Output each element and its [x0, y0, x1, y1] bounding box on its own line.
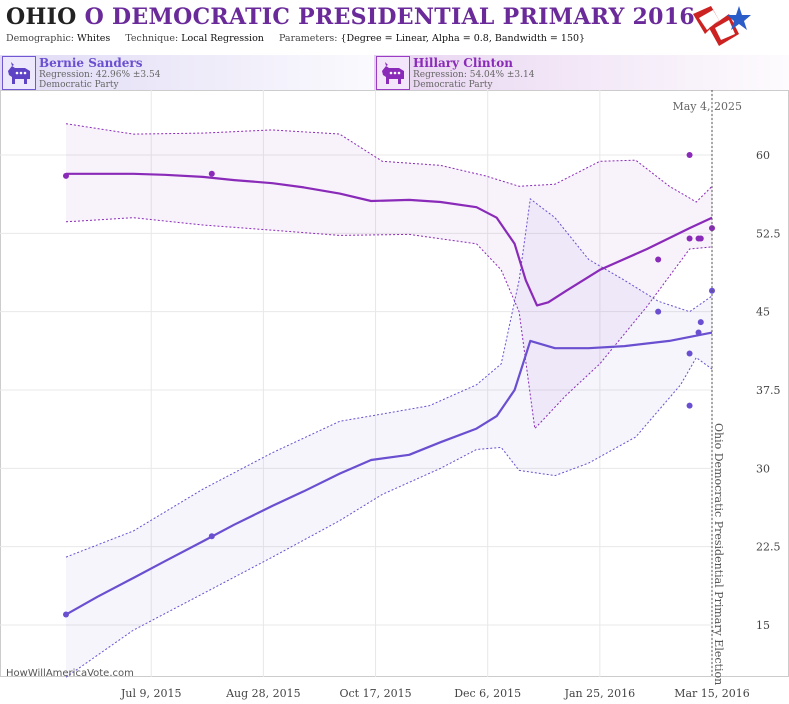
x-tick-label: Oct 17, 2015 [339, 687, 411, 700]
poll-point [686, 152, 693, 158]
chart-parameters: Demographic: Whites Technique: Local Reg… [6, 33, 669, 44]
candidate-party: Democratic Party [413, 80, 493, 90]
poll-point [655, 256, 662, 263]
election-day-label: Ohio Democratic Presidential Primary Ele… [712, 423, 725, 685]
y-tick-label: 45 [756, 306, 770, 319]
parameters-value: {Degree = Linear, Alpha = 0.8, Bandwidth… [340, 33, 586, 44]
y-tick-label: 15 [756, 619, 770, 632]
x-tick-label: Mar 15, 2016 [674, 687, 750, 700]
y-tick-label: 37.5 [756, 384, 781, 397]
race-title: O DEMOCRATIC PRESIDENTIAL PRIMARY 2016 [84, 4, 695, 30]
candidate-name[interactable]: Bernie Sanders [39, 56, 143, 70]
technique-value: Local Regression [181, 33, 264, 44]
lower-bound-line [65, 217, 713, 430]
chart-header: OHIO O DEMOCRATIC PRESIDENTIAL PRIMARY 2… [6, 4, 695, 44]
parameters-label: Parameters: [278, 33, 338, 44]
x-tick-label: Dec 6, 2015 [454, 687, 521, 700]
candidate-party: Democratic Party [39, 80, 119, 90]
confidence-band [66, 198, 712, 678]
x-tick-label: Jan 25, 2016 [564, 687, 636, 700]
poll-point [709, 225, 715, 232]
poll-point [686, 350, 693, 357]
demographic-value: Whites [77, 33, 111, 44]
y-tick-label: 22.5 [756, 541, 781, 554]
regression-line [66, 172, 713, 307]
poll-point [686, 235, 693, 242]
x-tick-label: Jul 9, 2015 [120, 687, 182, 700]
y-tick-label: 52.5 [756, 227, 781, 240]
regression-line [65, 331, 713, 616]
technique-label: Technique: [125, 33, 179, 44]
candidate-name[interactable]: Hillary Clinton [413, 56, 513, 70]
poll-point [63, 172, 69, 179]
poll-point [208, 533, 215, 540]
poll-point [697, 319, 704, 326]
watermark[interactable]: HowWillAmericaVote.com [6, 668, 134, 679]
poll-point [655, 308, 662, 315]
poll-point [695, 329, 702, 336]
today-label: May 4, 2025 [672, 100, 742, 113]
x-tick-label: Aug 28, 2015 [225, 687, 301, 700]
poll-point [208, 170, 215, 177]
state-name: OHIO [6, 4, 77, 30]
confidence-band [66, 123, 712, 429]
demographic-label: Demographic: [6, 33, 75, 44]
democratic-donkey-icon [2, 56, 36, 90]
y-tick-label: 30 [756, 462, 770, 475]
poll-point [686, 402, 693, 409]
chart-title: OHIO O DEMOCRATIC PRESIDENTIAL PRIMARY 2… [6, 4, 695, 30]
polling-chart: 15 22.5 30 37.5 45 52.5 60 Jul 9, 2015 Aug 28, 2… [0, 90, 789, 700]
candidate-card-sanders: Bernie Sanders Regression: 42.96% ±3.54 … [0, 55, 395, 90]
upper-bound-line [65, 197, 713, 558]
lower-bound-line [65, 356, 713, 678]
candidate-card-clinton: Hillary Clinton Regression: 54.04% ±3.14… [374, 55, 789, 90]
y-tick-label: 60 [756, 149, 770, 162]
site-logo-icon[interactable] [689, 4, 753, 48]
poll-point [697, 235, 704, 242]
candidate-regression: Regression: 54.04% ±3.14 [413, 70, 535, 80]
democratic-donkey-icon [376, 56, 410, 90]
poll-point [63, 611, 69, 618]
upper-bound-line [65, 123, 713, 203]
candidate-regression: Regression: 42.96% ±3.54 [39, 70, 161, 80]
